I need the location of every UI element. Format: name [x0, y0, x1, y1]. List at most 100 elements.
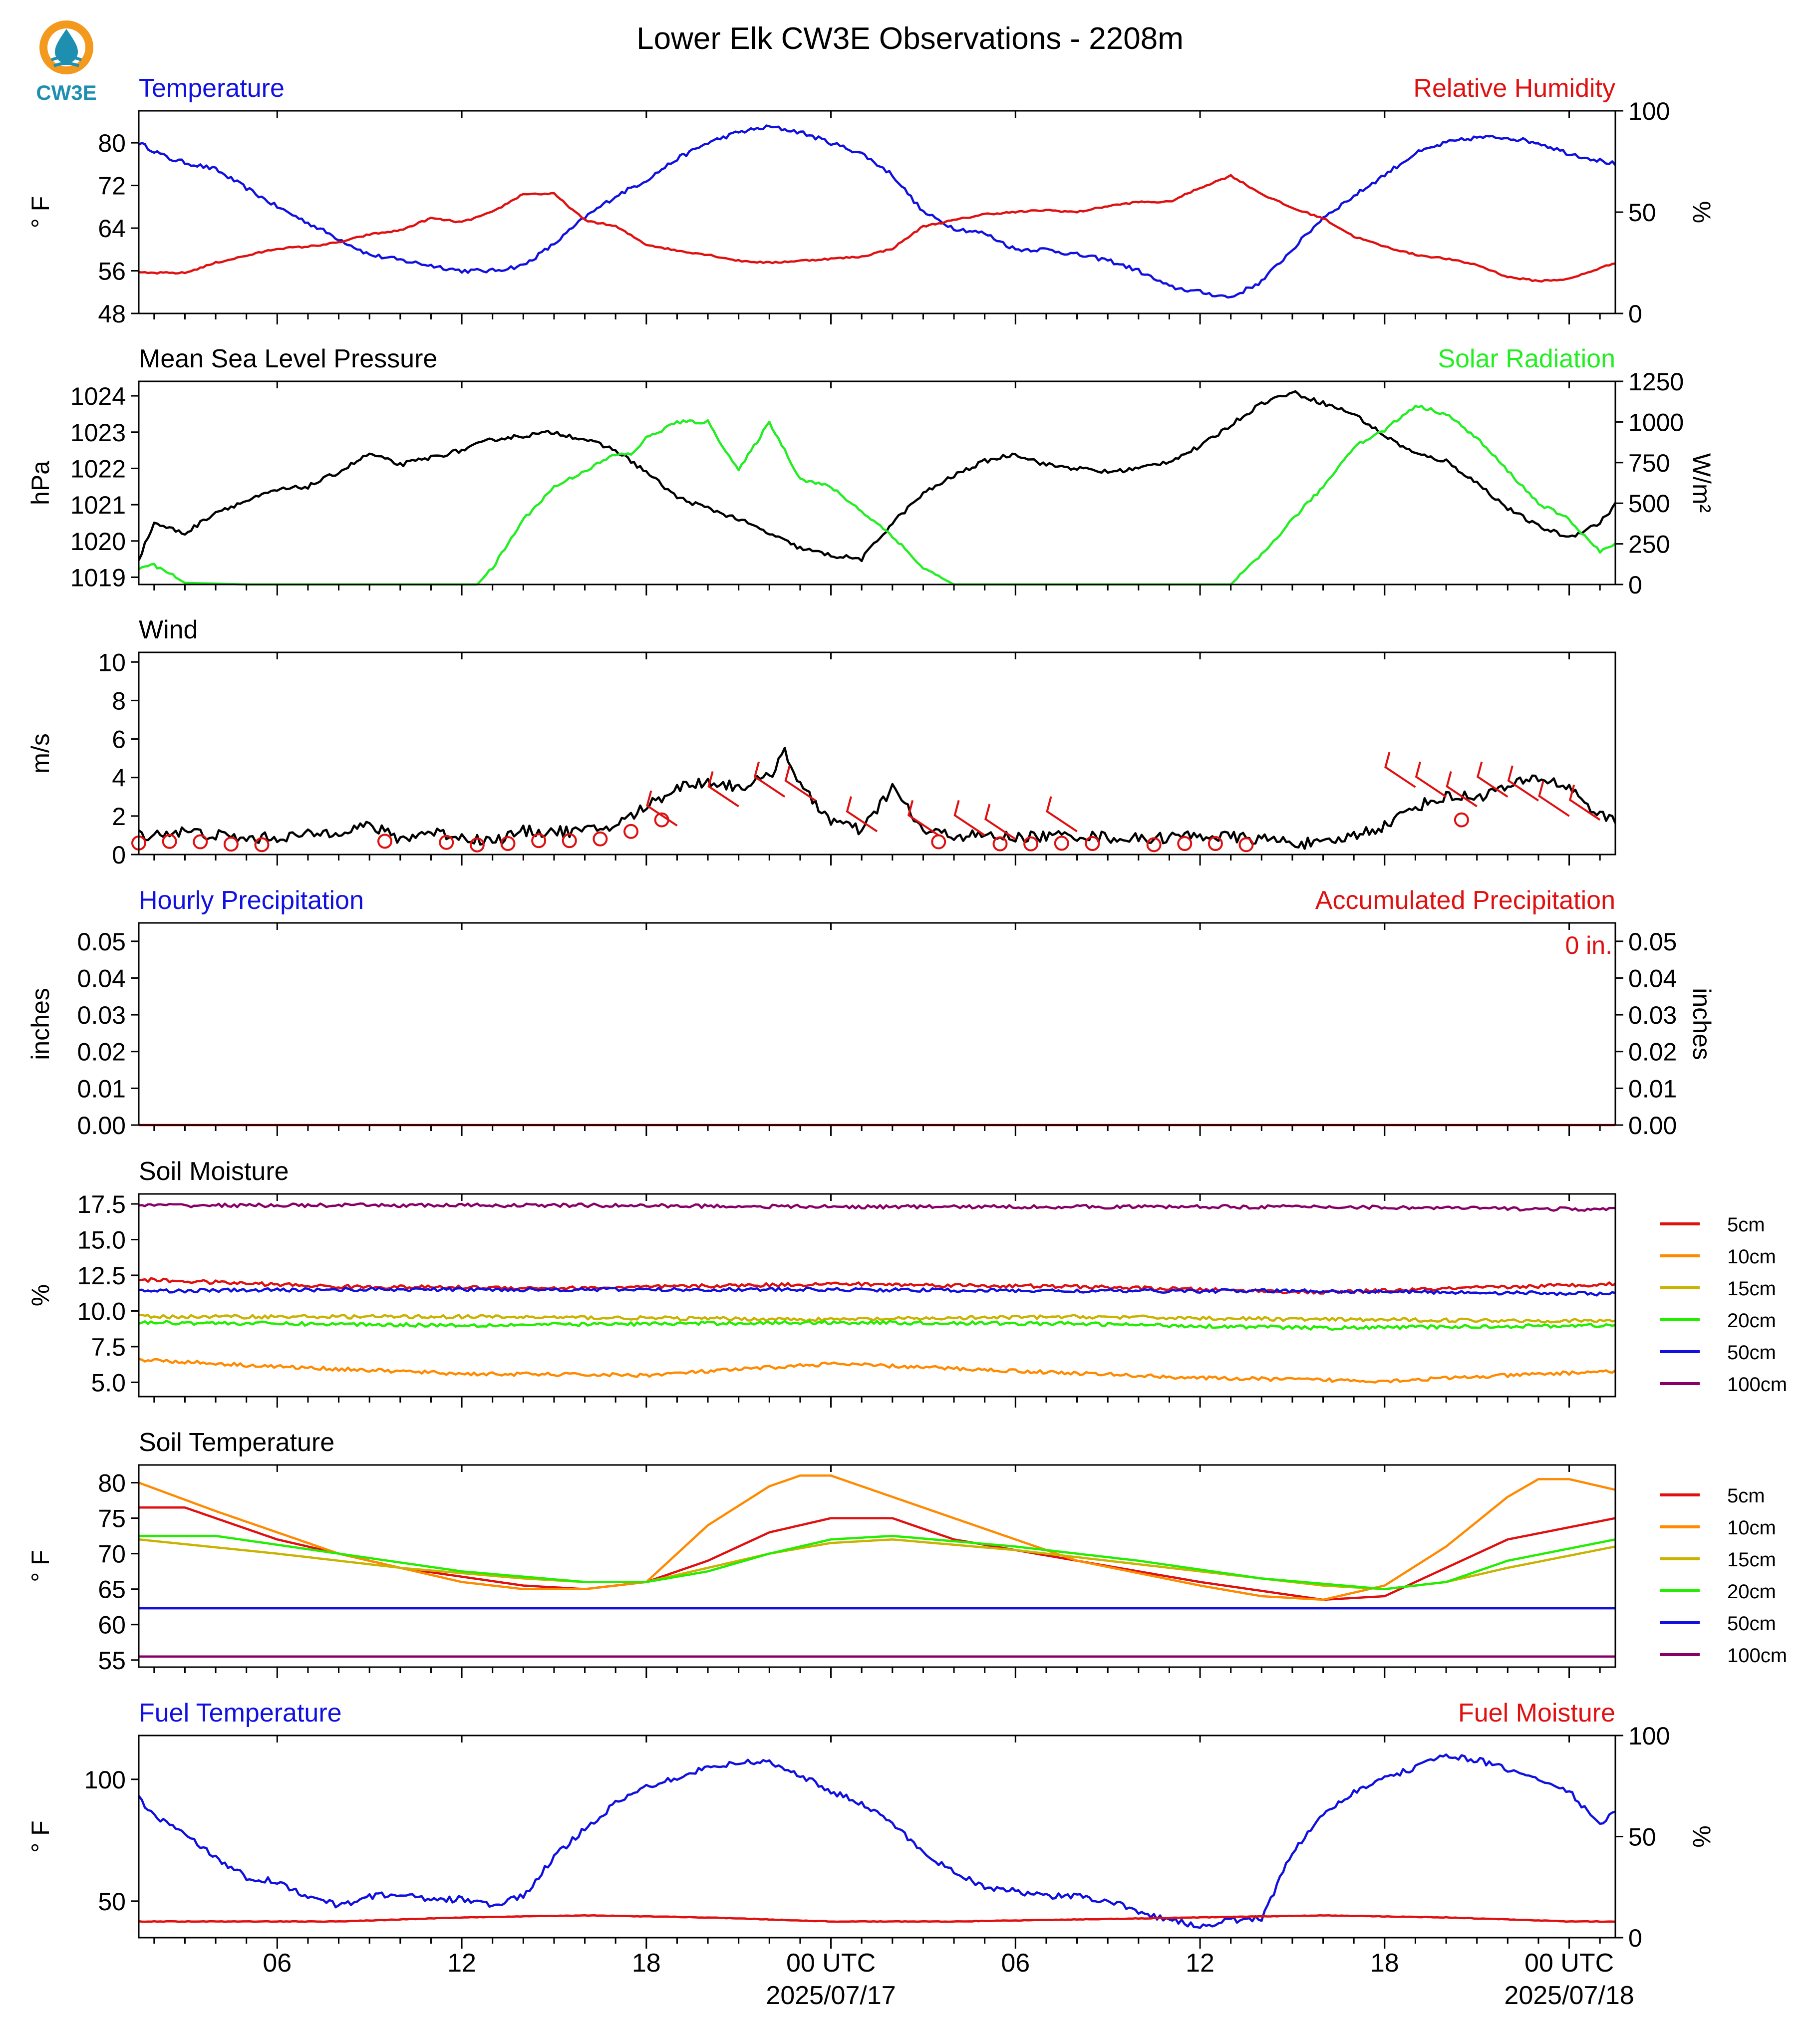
wind-barb: [846, 796, 878, 833]
y-tick-label: 12.5: [77, 1262, 126, 1290]
y-axis-label: ° F: [26, 1550, 54, 1582]
panel-title-left: Temperature: [139, 74, 285, 103]
panel-title-left: Fuel Temperature: [139, 1699, 342, 1728]
legend-label: 15cm: [1727, 1549, 1776, 1571]
y-tick-label: 50: [98, 1888, 126, 1916]
y-axis-label-right: %: [1688, 1825, 1716, 1847]
y-tick-label: 2: [112, 803, 126, 831]
panel-title-left: Soil Moisture: [139, 1157, 289, 1186]
panel-0: 48 56 64 72 80 0 50 100 Temperature Relative Humi…: [26, 74, 1716, 328]
y-tick-label-right: 500: [1628, 490, 1670, 518]
y-tick-label: 1019: [70, 564, 126, 591]
time-tick-label: 18: [632, 1949, 661, 1978]
y-tick-label-right: 0.03: [1628, 1001, 1677, 1029]
y-tick-label-right: 0.02: [1628, 1038, 1677, 1066]
calm-wind-marker: [1054, 836, 1069, 851]
plot-frame: [138, 922, 1616, 1126]
wind-barb: [953, 800, 985, 837]
y-axis-label: %: [26, 1284, 54, 1306]
y-tick-label: 0: [112, 841, 126, 869]
y-tick-label: 65: [98, 1576, 126, 1604]
calm-wind-marker: [1177, 836, 1193, 852]
calm-wind-marker: [1146, 837, 1162, 853]
legend-label: 50cm: [1727, 1613, 1776, 1635]
calm-wind-marker: [623, 824, 638, 839]
panel-title-left: Hourly Precipitation: [139, 886, 364, 915]
panel-1: 1019 1020 1021 1022 1023 1024 0 250 500 750 1000 12…: [26, 344, 1716, 599]
wind-barb: [784, 765, 816, 802]
y-tick-label: 5.0: [91, 1369, 126, 1397]
y-tick-label-right: 50: [1628, 1823, 1656, 1851]
y-tick-label: 70: [98, 1540, 126, 1568]
calm-wind-marker: [1238, 837, 1254, 853]
panel-title-right: Accumulated Precipitation: [1315, 886, 1615, 915]
time-tick-label: 06: [1001, 1949, 1030, 1978]
y-tick-label-right: 0.00: [1628, 1112, 1677, 1140]
series-line-temperature: [138, 124, 1616, 299]
y-tick-label: 75: [98, 1505, 126, 1533]
y-tick-label: 0.04: [77, 964, 126, 992]
y-tick-label: 10.0: [77, 1297, 126, 1325]
y-tick-label: 56: [98, 258, 126, 286]
calm-wind-marker: [500, 836, 516, 852]
water-drop-icon: [55, 29, 78, 63]
series-line-50cm: [138, 1286, 1616, 1297]
date-label: 2025/07/17: [766, 1981, 896, 2010]
y-tick-label: 10: [98, 648, 126, 676]
wind-barb: [1507, 765, 1539, 802]
y-tick-label: 0.05: [77, 928, 126, 956]
calm-wind-marker: [531, 833, 547, 849]
wind-barb: [984, 804, 1016, 840]
y-axis-label: m/s: [26, 733, 54, 774]
y-tick-label: 17.5: [77, 1190, 126, 1218]
y-tick-label-right: 1000: [1628, 408, 1684, 436]
y-axis-label: ° F: [26, 1820, 54, 1852]
y-tick-label-right: 100: [1628, 1722, 1670, 1750]
y-tick-label-right: 750: [1628, 449, 1670, 477]
y-axis-label-right: inches: [1688, 988, 1716, 1060]
plot-frame: [138, 651, 1616, 856]
panel-2: 0 2 4 6 8 10 Wind m/s: [26, 615, 1617, 869]
calm-wind-marker: [254, 837, 270, 853]
legend-label: 5cm: [1727, 1214, 1765, 1236]
calm-wind-marker: [992, 836, 1008, 852]
legend-label: 50cm: [1727, 1342, 1776, 1364]
wind-barb: [907, 800, 939, 837]
legend-label: 100cm: [1727, 1645, 1787, 1667]
figure-title: Lower Elk CW3E Observations - 2208m: [636, 21, 1184, 56]
calm-wind-marker: [1023, 836, 1039, 852]
time-tick-label: 00 UTC: [1524, 1949, 1614, 1978]
y-tick-label: 0.01: [77, 1075, 126, 1103]
y-tick-label-right: 50: [1628, 199, 1656, 227]
panel-5: 55 60 65 70 75 80 Soil Temperature ° F 5cm 10cm 15…: [26, 1428, 1787, 1678]
panel-title-left: Mean Sea Level Pressure: [139, 344, 437, 373]
wind-barb: [1415, 761, 1447, 798]
y-tick-label: 48: [98, 300, 126, 328]
accumulated-total-label: 0 in.: [1565, 931, 1612, 959]
legend-label: 100cm: [1727, 1374, 1787, 1396]
cw3e-logo: CW3E: [36, 20, 97, 104]
calm-wind-marker: [162, 834, 177, 849]
y-tick-label-right: 0: [1628, 571, 1642, 599]
calm-wind-marker: [193, 834, 208, 850]
y-tick-label: 0.02: [77, 1038, 126, 1066]
y-tick-label: 4: [112, 764, 126, 792]
legend-label: 20cm: [1727, 1581, 1776, 1603]
series-line-5cm: [139, 1506, 1616, 1601]
y-tick-label-right: 1250: [1628, 368, 1684, 396]
panel-4: 5.0 7.5 10.0 12.5 15.0 17.5 Soil Moisture% 5cm 1…: [26, 1157, 1787, 1408]
wind-barb: [1477, 761, 1509, 798]
panel-3: 0.00 0.01 0.02 0.03 0.04 0.05 0.00 0.01 0.02 0.03…: [26, 886, 1716, 1140]
time-tick-label: 12: [1186, 1949, 1214, 1978]
wind-barb: [753, 761, 786, 798]
y-tick-label-right: 100: [1628, 97, 1670, 125]
panel-title-right: Relative Humidity: [1413, 74, 1615, 103]
y-axis-label: inches: [26, 988, 54, 1060]
wind-barb: [1046, 796, 1078, 833]
calm-wind-marker: [377, 834, 392, 849]
y-tick-label-right: 0: [1628, 300, 1642, 328]
y-axis-label-right: W/m²: [1688, 453, 1716, 513]
series-line-solar-radiation: [138, 405, 1616, 586]
series-line-15cm: [138, 1314, 1616, 1324]
y-tick-label: 7.5: [91, 1333, 126, 1361]
